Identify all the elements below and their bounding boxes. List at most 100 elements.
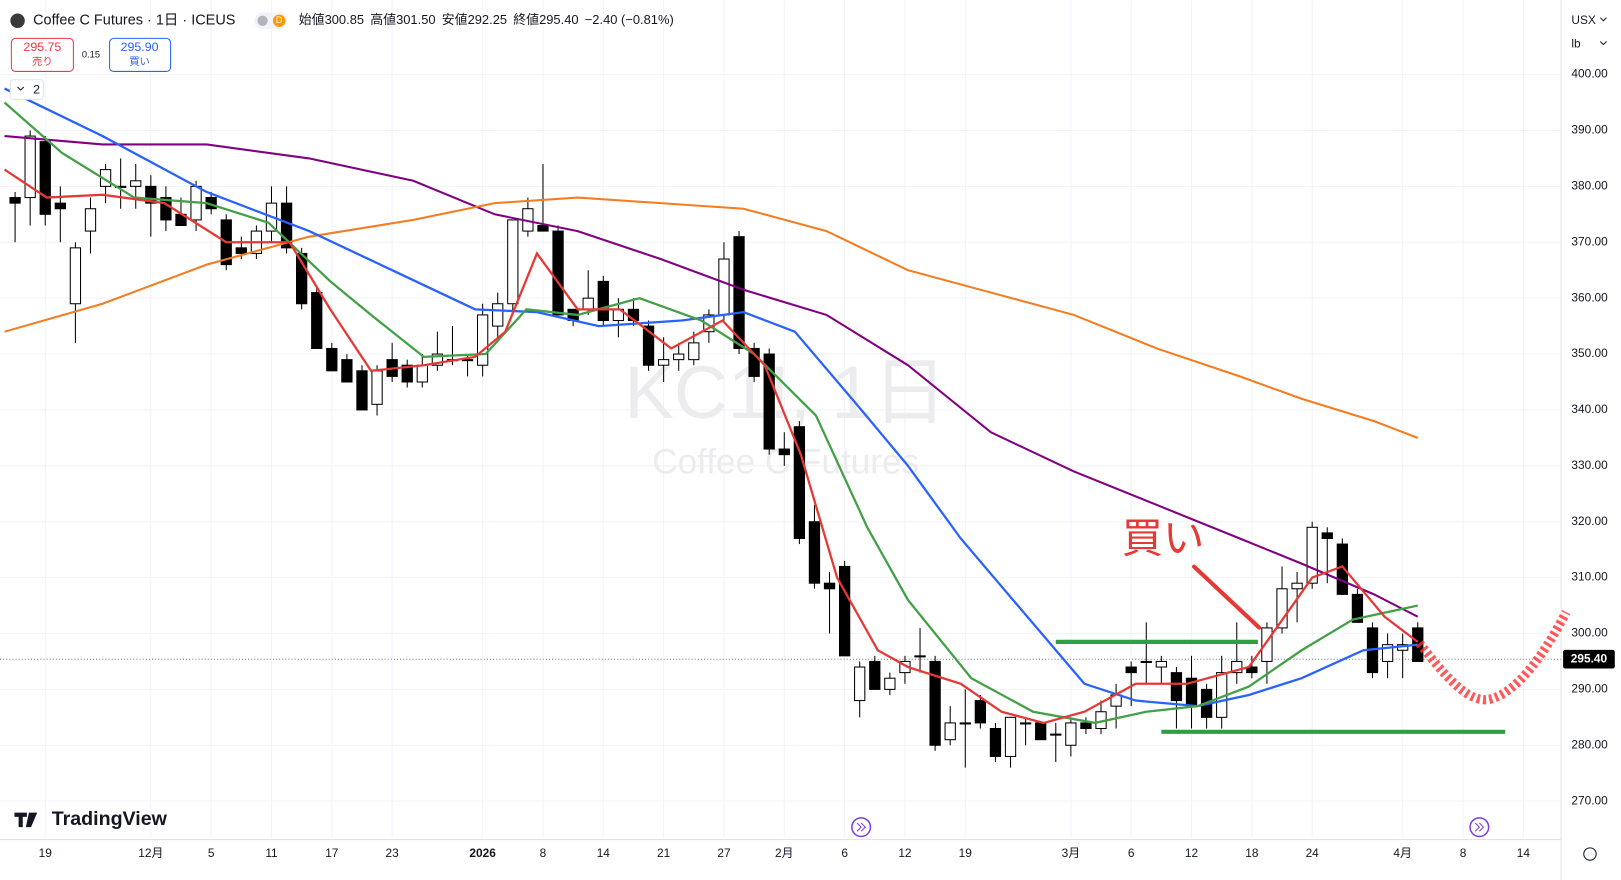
- watermark-name: Coffee C Futures: [652, 443, 919, 482]
- candle-body: [552, 230, 564, 316]
- candle-body: [24, 135, 36, 199]
- settings-icon[interactable]: [1583, 847, 1597, 861]
- candle-body: [854, 666, 866, 702]
- candle-body: [1276, 588, 1288, 629]
- plot: [0, 87, 1562, 768]
- candle-body: [808, 521, 821, 584]
- candle-body: [1019, 722, 1032, 725]
- x-tick-label: 17: [325, 846, 338, 860]
- candle-body: [1306, 526, 1318, 584]
- candle-body: [54, 202, 66, 210]
- candle-body: [84, 208, 97, 232]
- ohlc-item: 安値292.25: [442, 12, 507, 27]
- candle-body: [1155, 660, 1167, 668]
- candle-body: [311, 292, 323, 349]
- candle-body: [884, 677, 896, 690]
- logo: TradingView: [52, 808, 168, 830]
- candle-body: [476, 314, 489, 366]
- candle-body: [642, 325, 655, 366]
- chevrons: [1599, 17, 1607, 46]
- y-tick-label: 320.00: [1571, 514, 1608, 528]
- candle-body: [371, 370, 383, 405]
- candle-body: [431, 353, 444, 366]
- y-tick-label: 330.00: [1571, 458, 1608, 472]
- candle-body: [838, 565, 851, 657]
- candle-body: [507, 219, 519, 305]
- x-tick-label: 2月: [775, 846, 793, 860]
- candle-body: [974, 700, 987, 724]
- candle-body: [401, 364, 413, 383]
- candle-body: [1261, 627, 1273, 662]
- moving-average: [4, 87, 1418, 708]
- candle-body: [416, 364, 428, 383]
- ohlc: 始値300.85 高値301.50 安値292.25 終値295.40 −2.40 (−…: [299, 12, 674, 27]
- x-tick-label: 19: [39, 846, 53, 860]
- sell-button[interactable]: [10, 37, 74, 72]
- candle-body: [1125, 666, 1137, 674]
- x-tick-label: 2026: [469, 846, 496, 860]
- event-icon[interactable]: [851, 817, 872, 838]
- candle-body: [763, 353, 775, 450]
- x-tick-label: 27: [717, 846, 730, 860]
- candle-body: [748, 347, 760, 377]
- candle-body: [130, 180, 142, 187]
- forecast-squiggle: [1415, 609, 1571, 705]
- sell-price: 295.75: [23, 40, 61, 54]
- x-tick-label: 12: [1185, 846, 1198, 860]
- candle-body: [914, 655, 926, 658]
- candle-body: [9, 197, 21, 204]
- x-tick-label: 12: [898, 846, 911, 860]
- candle-body: [1080, 722, 1092, 730]
- candle-body: [1140, 660, 1152, 663]
- x-tick-label: 4月: [1393, 846, 1411, 860]
- ohlc-item: 始値300.85: [299, 12, 364, 27]
- candle-body: [1291, 582, 1303, 590]
- event-icon[interactable]: [1469, 817, 1490, 838]
- candle-body: [326, 347, 338, 372]
- badge-d: [272, 14, 286, 27]
- buy-button[interactable]: [109, 37, 172, 72]
- symbol-icon: [10, 13, 25, 29]
- sell-label: 売り: [32, 55, 53, 68]
- y-tick-label: 270.00: [1571, 793, 1608, 807]
- x-tick-label: 5: [208, 846, 215, 860]
- moving-average: [3, 168, 1419, 725]
- x-tick-label: 18: [1245, 846, 1259, 860]
- y-tick-label: 350.00: [1571, 346, 1608, 360]
- candle-body: [688, 342, 700, 361]
- chevron: [17, 86, 25, 91]
- candle-body: [1321, 532, 1333, 539]
- candle-body: [537, 224, 549, 232]
- candle-body: [718, 258, 730, 316]
- y-tick-label: 340.00: [1571, 402, 1608, 416]
- buy-price: 295.90: [121, 40, 159, 54]
- candle-body: [657, 359, 670, 366]
- ohlc-item: −2.40 (−0.81%): [585, 12, 674, 27]
- currency[interactable]: USX: [1571, 13, 1595, 27]
- unit[interactable]: lb: [1571, 37, 1581, 51]
- badge-dot: [257, 15, 268, 26]
- x-tick-label: 11: [265, 846, 278, 860]
- candle-body: [929, 660, 941, 746]
- badge-text: D: [276, 15, 283, 25]
- last-price-box: [1563, 649, 1615, 669]
- x-tick-label: 6: [1128, 846, 1135, 860]
- candle-body: [1035, 722, 1047, 741]
- candle-body: [1246, 666, 1258, 674]
- candle-body: [869, 660, 881, 690]
- candle-body: [944, 722, 956, 741]
- x-tick-label: 12月: [138, 846, 163, 860]
- symbol: Coffee C Futures · 1日 · ICEUS: [33, 13, 235, 29]
- indicator-toggle[interactable]: [9, 79, 44, 100]
- x-tick-label: 8: [540, 846, 547, 860]
- candle-body: [959, 722, 971, 725]
- candle-body: [597, 280, 609, 322]
- x-tick-label: 19: [959, 846, 973, 860]
- x-tick-label: 6: [841, 846, 848, 860]
- candle-body: [492, 303, 504, 327]
- spread: 0.15: [82, 49, 100, 59]
- annotation-text: 買い: [1122, 516, 1205, 562]
- ohlc-item: 高値301.50: [370, 12, 435, 27]
